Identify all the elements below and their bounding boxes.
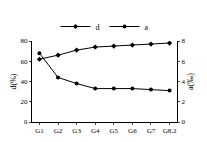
svg-text:d(%): d(%) [9,73,18,89]
svg-text:G7: G7 [147,127,156,135]
svg-text:20: 20 [21,98,29,106]
svg-text:80: 80 [21,37,29,45]
svg-text:d: d [96,23,100,32]
svg-text:G4: G4 [91,127,100,135]
svg-text:0: 0 [24,118,28,126]
svg-text:a(‰): a(‰) [186,73,195,90]
svg-text:G1: G1 [35,127,44,135]
svg-text:G5: G5 [110,127,119,135]
svg-text:G3: G3 [72,127,81,135]
svg-text:a: a [145,23,149,32]
svg-text:4: 4 [181,78,185,86]
svg-text:60: 60 [21,58,29,66]
svg-text:40: 40 [21,78,29,86]
svg-text:G6: G6 [128,127,137,135]
svg-text:0: 0 [181,118,185,126]
svg-text:2: 2 [181,98,185,106]
svg-text:G2: G2 [54,127,63,135]
svg-text:G8.2: G8.2 [163,127,177,135]
svg-text:6: 6 [181,58,185,66]
svg-text:8: 8 [181,37,185,45]
